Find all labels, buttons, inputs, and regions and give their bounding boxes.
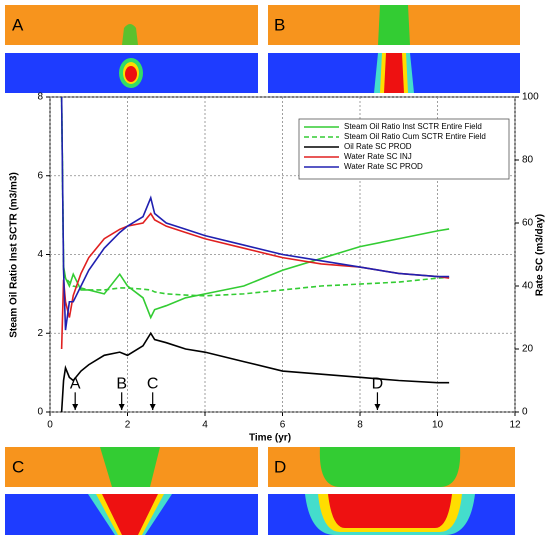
y2-tick-label: 40 [522, 281, 534, 292]
y2-tick-label: 0 [522, 407, 528, 418]
y-tick-label: 2 [37, 328, 43, 339]
x-tick-label: 10 [432, 420, 444, 431]
legend-label: Steam Oil Ratio Inst SCTR Entire Field [344, 122, 482, 131]
lines [60, 97, 450, 412]
legend-label: Oil Rate SC PROD [344, 142, 412, 151]
y2-tick-label: 80 [522, 155, 534, 166]
x-tick-label: 6 [280, 420, 286, 431]
y2-tick-label: 20 [522, 344, 534, 355]
legend-label: Water Rate SC INJ [344, 152, 412, 161]
y2-axis-title: Rate SC (m3/day) [535, 214, 546, 296]
annotation-arrowhead [374, 404, 381, 411]
annotation-arrowhead [149, 404, 156, 411]
series-line [60, 331, 450, 412]
panel-label: D [274, 457, 286, 476]
y-tick-label: 0 [37, 407, 43, 418]
y-axis-title: Steam Oil Ratio Inst SCTR (m3/m3) [9, 172, 20, 338]
panel-c: C [5, 447, 258, 535]
y2-tick-label: 60 [522, 218, 534, 229]
annotation: B [116, 376, 127, 393]
legend-label: Water Rate SC PROD [344, 162, 423, 171]
panel-b: B [268, 5, 520, 93]
panel-a: A [5, 5, 258, 93]
y-tick-label: 6 [37, 170, 43, 181]
series-line [60, 97, 450, 320]
x-tick-label: 2 [125, 420, 131, 431]
legend-label: Steam Oil Ratio Cum SCTR Entire Field [344, 132, 486, 141]
x-axis-title: Time (yr) [249, 433, 291, 444]
x-tick-label: 0 [47, 420, 53, 431]
chart: Time (yr) Steam Oil Ratio Inst SCTR (m3/… [9, 92, 546, 444]
series-line [60, 212, 450, 350]
panel-label: B [274, 15, 285, 34]
x-tick-label: 8 [357, 420, 363, 431]
x-tick-label: 12 [509, 420, 521, 431]
y-tick-label: 8 [37, 92, 43, 103]
panel-label: A [12, 15, 24, 34]
annotation: C [147, 376, 159, 393]
y-tick-label: 4 [37, 249, 43, 260]
annotation-arrowhead [72, 404, 79, 411]
annotation-arrowhead [118, 404, 125, 411]
panel-d: D [268, 447, 515, 535]
series-line [60, 97, 450, 331]
legend-box [298, 118, 510, 180]
x-tick-label: 4 [202, 420, 208, 431]
annotation: D [372, 376, 384, 393]
y2-tick-label: 100 [522, 92, 539, 103]
panel-label: C [12, 457, 24, 476]
annotation: A [70, 376, 81, 393]
